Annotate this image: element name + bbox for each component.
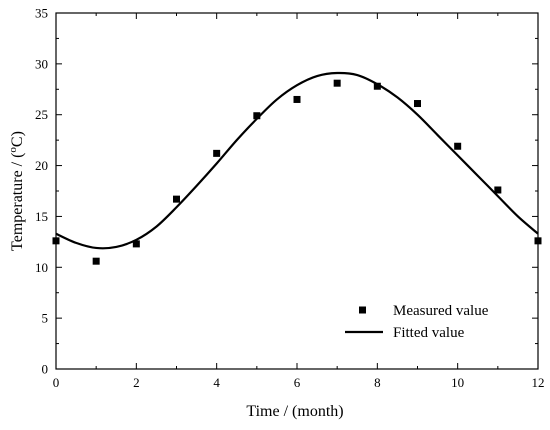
measured-point	[494, 186, 502, 194]
y-tick-label: 20	[35, 158, 48, 173]
y-tick-label: 25	[35, 107, 48, 122]
fitted-curve-layer	[55, 71, 539, 250]
measured-point	[213, 149, 221, 157]
fitted-value-line	[55, 71, 539, 250]
y-axis-title-prefix: Temperature / (	[9, 153, 26, 251]
axes: 0 2 4 6 8 10 12 0 5 10 15 20 25 30 35	[35, 6, 545, 391]
measured-point	[92, 257, 100, 265]
y-axis-title: Temperature / (oC)	[7, 131, 26, 251]
measured-point	[132, 240, 140, 248]
legend-measured-label: Measured value	[393, 303, 489, 319]
measured-point	[293, 95, 301, 103]
x-tick-label: 12	[532, 375, 545, 390]
legend: Measured value Fitted value	[345, 303, 489, 341]
x-axis-title: Time / (month)	[246, 403, 343, 420]
measured-point	[52, 237, 60, 245]
measured-point	[373, 82, 381, 90]
x-tick-label: 10	[451, 375, 464, 390]
x-tick-label: 8	[374, 375, 381, 390]
y-axis-title-suffix: C)	[9, 131, 26, 147]
measured-points-layer	[52, 79, 542, 265]
y-tick-label: 5	[42, 311, 49, 326]
measured-point	[454, 142, 462, 150]
legend-measured-marker	[359, 306, 366, 314]
x-tick-label: 4	[213, 375, 220, 390]
measured-point	[534, 237, 542, 245]
measured-point	[253, 112, 261, 120]
y-tick-label: 35	[35, 6, 48, 21]
y-tick-label: 10	[35, 260, 48, 275]
measured-point	[333, 79, 341, 87]
x-tick-label: 6	[294, 375, 301, 390]
measured-point	[414, 100, 421, 108]
y-axis-title-sup: o	[7, 147, 19, 153]
x-tick-label: 0	[53, 375, 60, 390]
y-tick-label: 30	[35, 56, 48, 71]
y-tick-label: 0	[42, 362, 49, 377]
legend-fitted-label: Fitted value	[393, 325, 465, 341]
x-tick-label: 2	[133, 375, 140, 390]
measured-point	[173, 195, 180, 203]
y-tick-label: 15	[35, 209, 48, 224]
